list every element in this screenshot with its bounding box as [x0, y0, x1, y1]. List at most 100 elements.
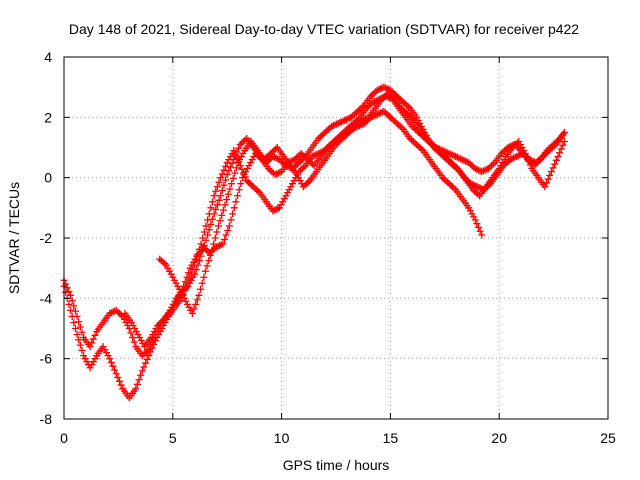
data-point: [404, 110, 412, 118]
data-point-interp: [131, 325, 139, 332]
data-point-interp: [143, 347, 151, 355]
data-point-interp: [226, 153, 234, 161]
data-point-interp: [382, 109, 390, 117]
data-point: [67, 291, 75, 299]
data-point-interp: [274, 169, 282, 177]
data-point-interp: [455, 154, 463, 162]
data-point: [539, 153, 547, 161]
data-point: [384, 89, 392, 97]
data-point-interp: [448, 160, 456, 168]
data-point-interp: [135, 376, 143, 384]
data-point-interp: [89, 358, 97, 366]
data-point-interp: [401, 100, 409, 108]
data-point-interp: [296, 177, 304, 185]
data-point-interp: [207, 204, 215, 212]
data-point-interp: [329, 122, 337, 130]
data-point-interp: [323, 127, 331, 135]
data-point-interp: [218, 186, 226, 194]
data-point: [134, 331, 142, 339]
data-point-interp: [241, 136, 249, 144]
data-point-interp: [534, 157, 542, 165]
data-point-interp: [390, 116, 398, 124]
data-point-interp: [243, 165, 251, 173]
data-point-interp: [349, 112, 357, 120]
y-tick-label: -4: [40, 290, 53, 306]
data-point-interp: [388, 115, 396, 123]
data-point-interp: [544, 175, 552, 183]
data-point-interp: [340, 133, 348, 141]
data-point-interp: [559, 141, 567, 149]
data-point-interp: [448, 151, 456, 159]
data-point: [228, 180, 236, 188]
data-point-interp: [148, 344, 156, 352]
data-point: [506, 156, 514, 164]
data-point: [452, 153, 460, 161]
data-point: [334, 119, 342, 127]
data-point-interp: [185, 269, 193, 277]
data-point-interp: [225, 156, 233, 164]
data-point-interp: [234, 192, 242, 200]
data-point-interp: [407, 113, 415, 121]
data-point-interp: [78, 328, 86, 336]
data-point: [245, 162, 253, 170]
data-point-interp: [440, 175, 448, 183]
data-point: [521, 150, 529, 158]
data-point-interp: [271, 206, 279, 214]
data-point: [288, 180, 296, 188]
data-point-interp: [537, 154, 545, 162]
data-point-interp: [460, 156, 468, 164]
data-point: [145, 352, 153, 360]
data-point-interp: [107, 358, 115, 366]
data-point-interp: [65, 300, 73, 308]
data-point-interp: [446, 159, 454, 167]
data-point: [393, 119, 401, 127]
data-point: [478, 168, 486, 176]
data-point-interp: [189, 273, 197, 281]
data-point-interp: [385, 112, 393, 120]
data-point-interp: [514, 152, 522, 160]
data-point: [156, 255, 164, 263]
data-point: [232, 198, 240, 206]
data-point-interp: [195, 257, 203, 265]
data-point-interp: [451, 163, 459, 171]
data-point: [299, 183, 307, 191]
data-point: [158, 325, 166, 332]
data-point-interp: [213, 228, 221, 236]
data-point-interp: [117, 311, 125, 319]
data-point-interp: [375, 85, 383, 93]
data-point-interp: [549, 164, 557, 172]
data-point-interp: [188, 261, 196, 269]
data-point-interp: [137, 337, 145, 345]
data-point-interp: [143, 355, 151, 363]
data-point: [458, 156, 466, 164]
data-point-interp: [318, 131, 326, 139]
data-point-interp: [309, 160, 317, 168]
data-point-interp: [375, 110, 383, 118]
data-point: [204, 231, 212, 239]
data-point: [354, 107, 362, 115]
data-point-interp: [513, 139, 521, 147]
data-point-interp: [435, 148, 443, 156]
data-point-interp: [231, 150, 239, 158]
data-point-interp: [83, 358, 91, 366]
data-point-interp: [302, 154, 310, 162]
data-point-interp: [470, 213, 478, 221]
data-point-interp: [305, 157, 313, 165]
data-point-interp: [114, 374, 122, 382]
data-point-interp: [333, 120, 341, 128]
data-point-interp: [552, 156, 560, 164]
data-point-interp: [347, 127, 355, 135]
data-point: [223, 159, 231, 167]
data-point: [541, 183, 549, 191]
data-point: [545, 147, 553, 155]
data-point-interp: [300, 153, 308, 161]
data-point: [339, 134, 347, 142]
data-point: [236, 140, 244, 148]
data-point: [450, 162, 458, 170]
data-point-interp: [343, 130, 351, 138]
data-point-interp: [339, 117, 347, 125]
data-point-interp: [218, 211, 226, 219]
data-point-interp: [225, 167, 233, 175]
data-point-interp: [142, 359, 150, 367]
data-point-interp: [228, 150, 236, 158]
